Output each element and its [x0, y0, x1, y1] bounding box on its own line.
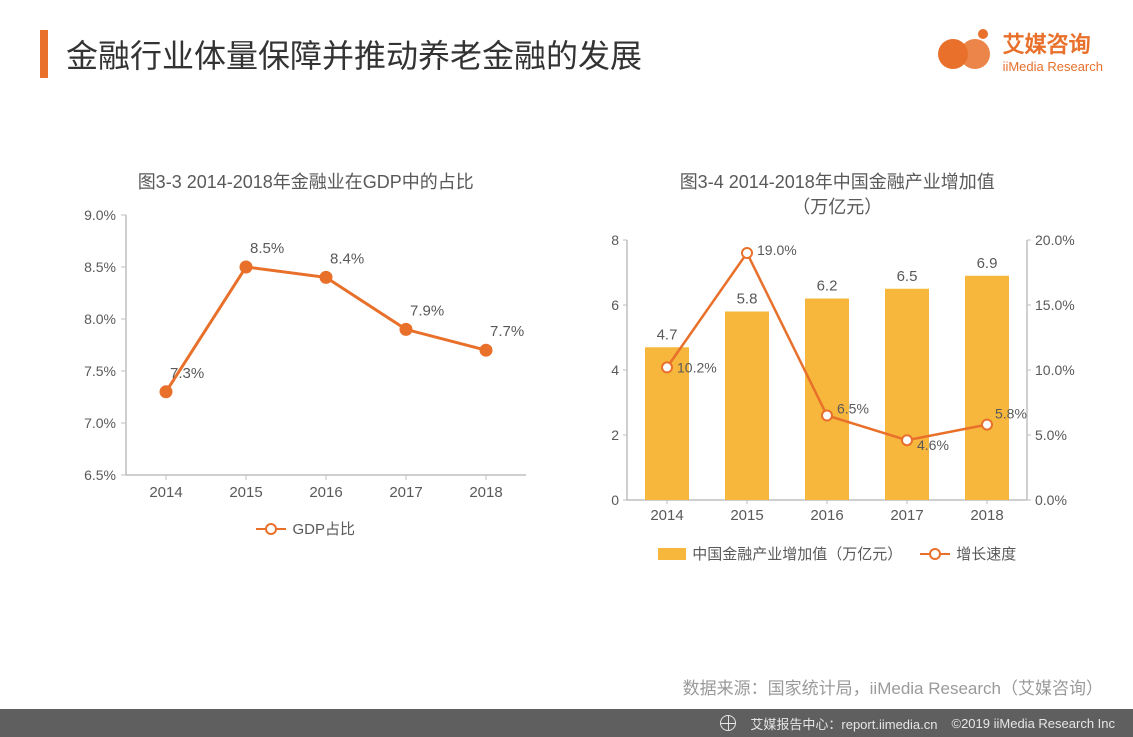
- svg-text:2017: 2017: [891, 507, 924, 524]
- svg-text:2018: 2018: [971, 507, 1004, 524]
- svg-text:10.2%: 10.2%: [677, 360, 717, 376]
- charts-row: 图3-3 2014-2018年金融业在GDP中的占比 6.5% 7.0% 7.5% 8…: [0, 170, 1133, 564]
- svg-text:2015: 2015: [731, 507, 764, 524]
- svg-text:20.0%: 20.0%: [1035, 232, 1075, 248]
- logo-en: iiMedia Research: [1003, 59, 1103, 74]
- legend-item-line: 增长速度: [920, 543, 1016, 564]
- svg-text:0.0%: 0.0%: [1035, 492, 1067, 508]
- footer-site: 艾媒报告中心：report.iimedia.cn: [750, 714, 937, 733]
- svg-text:7.0%: 7.0%: [84, 415, 116, 431]
- svg-text:7.9%: 7.9%: [410, 303, 444, 320]
- svg-text:2016: 2016: [309, 484, 342, 501]
- svg-text:19.0%: 19.0%: [757, 242, 797, 258]
- svg-text:0: 0: [611, 492, 619, 508]
- brand-logo: 艾媒咨询 iiMedia Research: [935, 20, 1103, 80]
- title-accent-bar: [40, 30, 48, 78]
- svg-text:5.8%: 5.8%: [995, 406, 1027, 422]
- footer-copyright: ©2019 iiMedia Research Inc: [952, 716, 1116, 731]
- header: 金融行业体量保障并推动养老金融的发展: [40, 30, 642, 78]
- data-source: 数据来源：国家统计局，iiMedia Research（艾媒咨询）: [683, 674, 1103, 699]
- svg-text:7.5%: 7.5%: [84, 363, 116, 379]
- legend-label: 增长速度: [956, 543, 1016, 564]
- chart-left-canvas: 6.5% 7.0% 7.5% 8.0% 8.5% 9.0% 2014 2015 2016 2017…: [66, 205, 546, 510]
- line-marker-icon: [920, 553, 950, 555]
- svg-text:5.0%: 5.0%: [1035, 427, 1067, 443]
- chart-left-legend: GDP占比: [256, 518, 355, 539]
- svg-text:10.0%: 10.0%: [1035, 362, 1075, 378]
- svg-text:2015: 2015: [229, 484, 262, 501]
- bar-swatch-icon: [658, 548, 686, 560]
- svg-text:6.9: 6.9: [977, 255, 998, 272]
- chart-right-title-l2: （万亿元）: [792, 197, 882, 217]
- chart-right-title: 图3-4 2014-2018年中国金融产业增加值 （万亿元）: [680, 170, 995, 220]
- svg-text:9.0%: 9.0%: [84, 207, 116, 223]
- legend-item-gdp: GDP占比: [256, 518, 355, 539]
- logo-text: 艾媒咨询 iiMedia Research: [1003, 27, 1103, 74]
- chart-right-canvas: 0 2 4 6 8 0.0% 5.0% 10.0% 15.0% 20.0% 4.7 5.8 6.2 6.5…: [587, 230, 1087, 535]
- svg-text:2014: 2014: [149, 484, 182, 501]
- svg-text:6.5%: 6.5%: [837, 401, 869, 417]
- svg-text:6.5: 6.5: [897, 268, 918, 285]
- svg-text:8.5%: 8.5%: [84, 259, 116, 275]
- chart-right-legend: 中国金融产业增加值（万亿元） 增长速度: [658, 543, 1016, 564]
- line-marker-icon: [256, 528, 286, 530]
- legend-label: 中国金融产业增加值（万亿元）: [692, 543, 902, 564]
- logo-mark-icon: [935, 20, 995, 80]
- svg-text:8.4%: 8.4%: [330, 251, 364, 268]
- svg-text:2018: 2018: [469, 484, 502, 501]
- footer-bar: 艾媒报告中心：report.iimedia.cn ©2019 iiMedia R…: [0, 709, 1133, 737]
- svg-text:15.0%: 15.0%: [1035, 297, 1075, 313]
- svg-text:8.5%: 8.5%: [250, 240, 284, 257]
- chart-right-wrap: 图3-4 2014-2018年中国金融产业增加值 （万亿元） 0 2 4 6 8 0.0%…: [572, 170, 1133, 564]
- chart-right-title-l1: 图3-4 2014-2018年中国金融产业增加值: [680, 172, 995, 192]
- chart-left-title: 图3-3 2014-2018年金融业在GDP中的占比: [138, 170, 474, 195]
- logo-cn: 艾媒咨询: [1003, 27, 1103, 59]
- svg-text:4.6%: 4.6%: [917, 438, 949, 454]
- svg-text:2017: 2017: [389, 484, 422, 501]
- svg-text:4: 4: [611, 362, 619, 378]
- globe-icon: [720, 715, 736, 731]
- svg-text:6.5%: 6.5%: [84, 467, 116, 483]
- svg-text:7.3%: 7.3%: [170, 365, 204, 382]
- svg-text:6.2: 6.2: [817, 278, 838, 295]
- svg-text:7.7%: 7.7%: [490, 323, 524, 340]
- svg-text:8.0%: 8.0%: [84, 311, 116, 327]
- svg-text:2: 2: [611, 427, 619, 443]
- svg-text:4.7: 4.7: [657, 327, 678, 344]
- page-title: 金融行业体量保障并推动养老金融的发展: [66, 31, 642, 77]
- svg-text:6: 6: [611, 297, 619, 313]
- legend-label: GDP占比: [292, 518, 355, 539]
- svg-text:5.8: 5.8: [737, 291, 758, 308]
- svg-text:2016: 2016: [811, 507, 844, 524]
- legend-item-bar: 中国金融产业增加值（万亿元）: [658, 543, 902, 564]
- svg-text:8: 8: [611, 232, 619, 248]
- chart-left-wrap: 图3-3 2014-2018年金融业在GDP中的占比 6.5% 7.0% 7.5% 8…: [0, 170, 572, 564]
- svg-text:2014: 2014: [651, 507, 684, 524]
